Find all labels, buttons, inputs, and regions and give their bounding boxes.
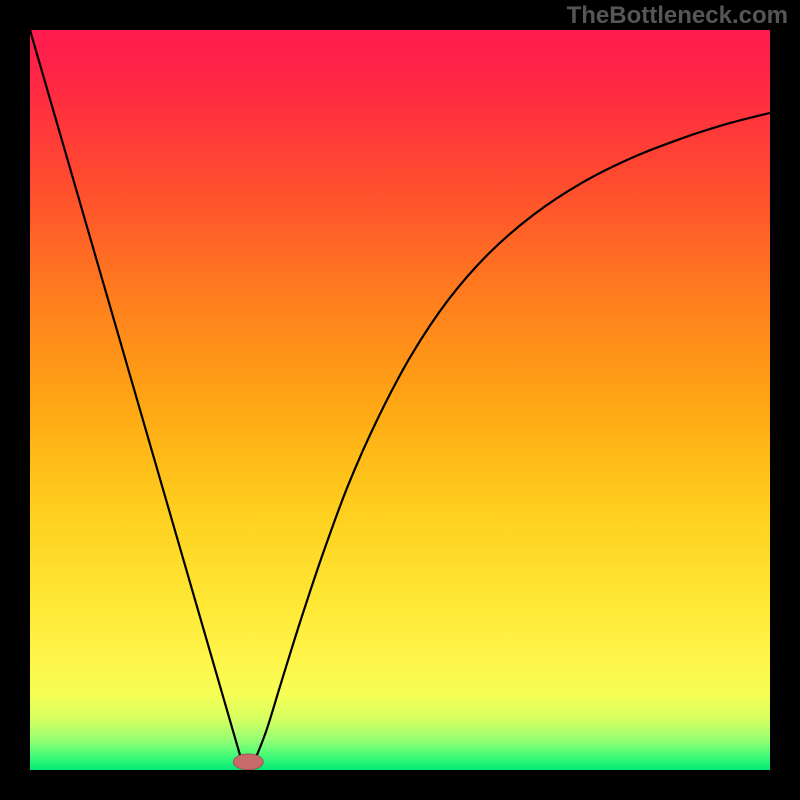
plot-area [30, 30, 770, 770]
valley-marker [233, 754, 263, 770]
chart-frame: TheBottleneck.com [0, 0, 800, 800]
marker-layer [30, 30, 770, 770]
watermark-text: TheBottleneck.com [567, 2, 788, 30]
